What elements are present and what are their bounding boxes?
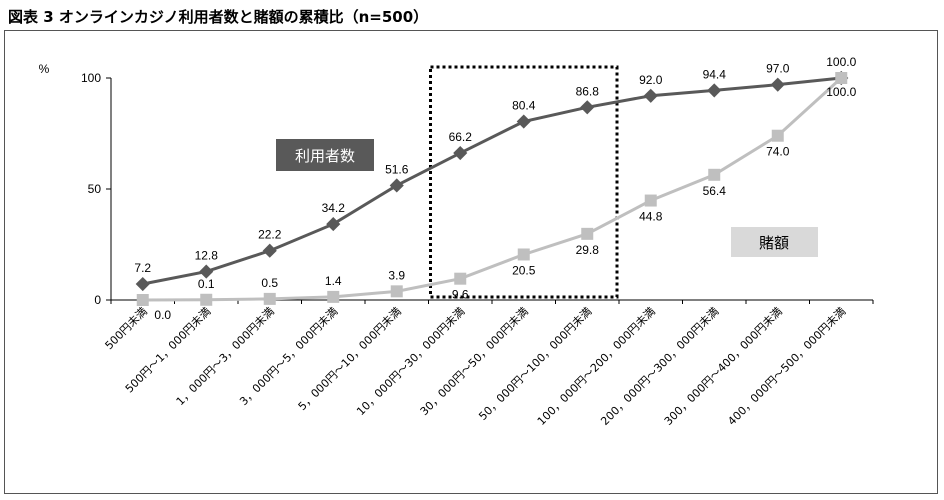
x-tick-label: 30，000円～50，000円未満 <box>418 305 531 418</box>
x-tick-label: 200，000円～300，000円未満 <box>598 305 721 428</box>
data-label: 3.9 <box>388 268 405 282</box>
x-tick-labels: 500円未満500円～1，000円未満1，000円～3，000円未満3，000円… <box>102 305 848 428</box>
y-axis-unit: % <box>39 62 50 76</box>
data-label: 0.0 <box>154 308 171 322</box>
data-label: 97.0 <box>766 62 790 76</box>
data-label: 7.2 <box>134 261 151 275</box>
square-marker <box>263 292 276 305</box>
data-label: 56.4 <box>703 184 727 198</box>
x-tick-label: 50，000円～100，000円未満 <box>476 305 594 423</box>
data-label: 22.2 <box>258 228 282 242</box>
square-marker <box>136 294 149 306</box>
data-label: 100.0 <box>826 85 856 99</box>
data-label: 9.6 <box>452 288 469 302</box>
x-tick-label: 500円未満 <box>102 305 149 352</box>
y-tick-label: 100 <box>81 71 101 85</box>
diamond-marker <box>453 145 468 161</box>
data-label: 92.0 <box>639 73 663 87</box>
square-marker <box>581 227 594 240</box>
data-label: 86.8 <box>576 84 600 98</box>
square-marker <box>644 194 657 207</box>
square-marker <box>200 293 213 306</box>
square-marker <box>708 168 721 181</box>
x-tick-label: 10，000円～30，000円未満 <box>354 305 467 418</box>
data-label: 100.0 <box>826 55 856 69</box>
square-marker <box>517 248 530 261</box>
data-label: 20.5 <box>512 263 536 277</box>
diamond-marker <box>326 217 341 232</box>
y-tick-label: 0 <box>94 293 101 307</box>
series-line-0 <box>142 76 842 286</box>
data-label: 51.6 <box>385 162 409 176</box>
series-label-bets: 賭額 <box>759 234 789 252</box>
x-tick-label: 5，000円～10，000円未満 <box>296 305 404 413</box>
data-label: 1.4 <box>325 274 342 288</box>
diamond-marker <box>135 276 150 292</box>
x-tick-label: 400，000円～500，000円未満 <box>725 305 848 428</box>
data-label: 44.8 <box>639 210 663 224</box>
diamond-marker <box>389 178 404 193</box>
data-label: 12.8 <box>195 249 219 263</box>
square-marker <box>454 272 467 285</box>
diamond-marker <box>199 264 214 279</box>
y-tick-label: 50 <box>88 182 102 196</box>
diamond-marker <box>580 100 595 115</box>
series-markers <box>135 70 849 306</box>
diamond-marker <box>643 88 658 103</box>
diamond-marker <box>707 83 722 98</box>
series-lines <box>142 76 843 302</box>
diamond-marker <box>770 77 785 92</box>
diamond-marker <box>516 114 531 129</box>
square-marker <box>771 129 784 142</box>
data-label: 29.8 <box>576 243 600 257</box>
highlight-box-border <box>429 65 619 299</box>
data-label: 66.2 <box>449 130 473 144</box>
highlight-box <box>429 65 619 299</box>
diamond-marker <box>262 243 277 258</box>
chart-title: 図表 3 オンラインカジノ利用者数と賭額の累積比（n=500） <box>8 8 429 26</box>
x-tick-label: 100，000円～200，000円未満 <box>535 305 658 428</box>
data-label: 94.4 <box>703 67 727 81</box>
square-marker <box>327 290 340 303</box>
data-label: 0.1 <box>198 277 215 291</box>
series-label-box-bets <box>731 227 818 257</box>
data-label: 80.4 <box>512 99 536 113</box>
x-tick-label: 300，000円～400，000円未満 <box>662 305 785 428</box>
series-line-1 <box>142 76 843 302</box>
data-label: 34.2 <box>322 201 346 215</box>
data-label: 0.5 <box>261 276 278 290</box>
data-label: 74.0 <box>766 145 790 159</box>
square-marker <box>390 285 403 298</box>
series-label-users: 利用者数 <box>295 147 355 165</box>
chart-frame <box>4 30 938 494</box>
series-label-box-users <box>276 139 374 171</box>
square-marker <box>835 72 848 84</box>
data-labels: 7.2 12.8 22.2 34.2 51.6 66.2 80.4 86.8 92.0 94.4 9… <box>134 55 856 322</box>
